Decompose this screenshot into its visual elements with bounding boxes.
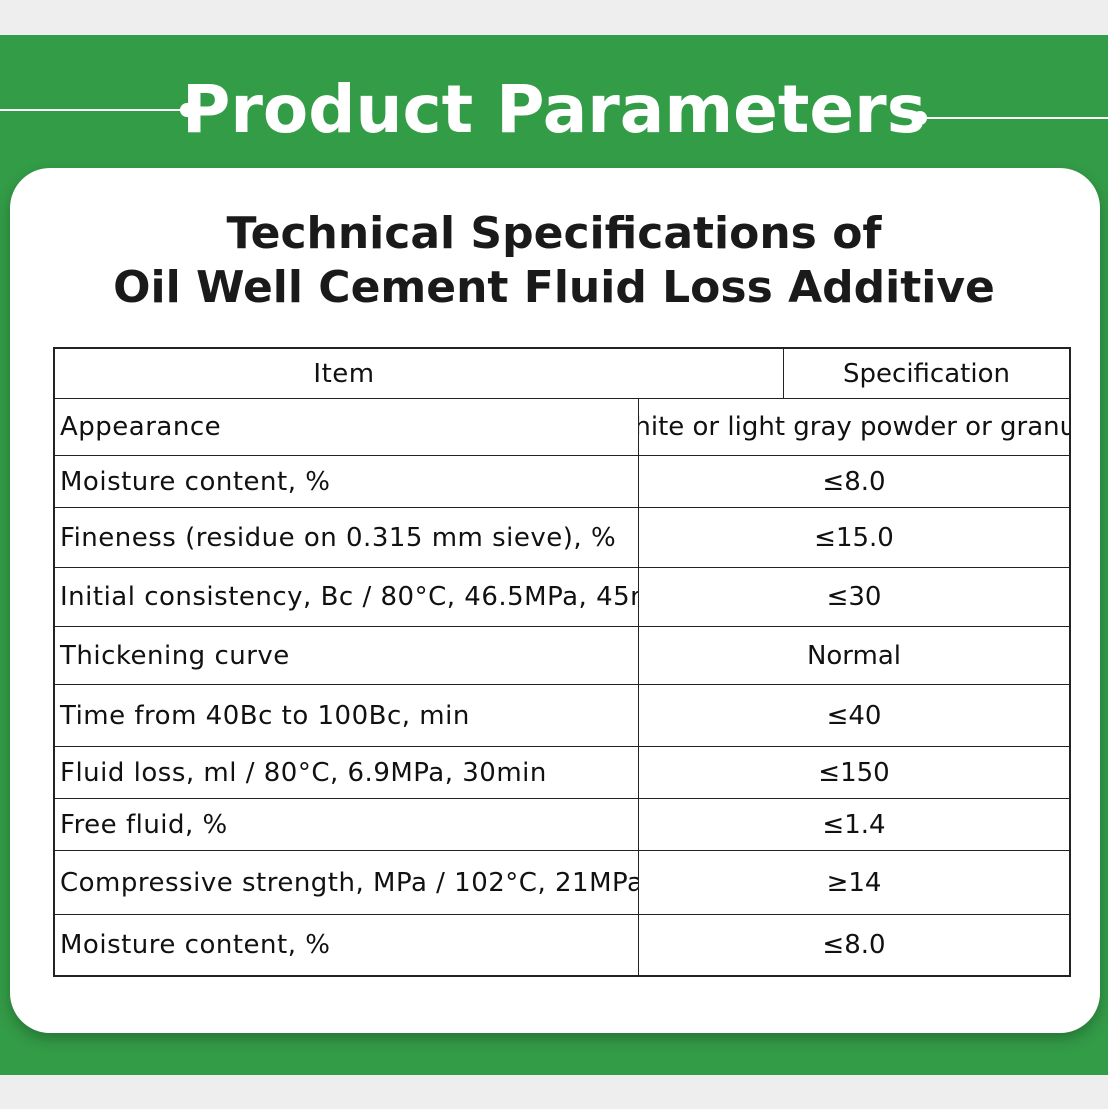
table-row: Fineness (residue on 0.315 mm sieve), % ≤… [55,507,1069,567]
dot [913,111,927,125]
table-cell: Initial consistency, Bc / 80°C, 46.5MPa,… [55,568,639,626]
table-row: Thickening curve Normal [55,626,1069,684]
table-cell: Appearance [55,399,639,455]
table-cell: ≤40 [826,700,882,731]
table-cell: Time from 40Bc to 100Bc, min [55,685,639,746]
table-cell: Moisture content, % [55,915,639,975]
table-cell: Fineness (residue on 0.315 mm sieve), % [55,508,639,567]
table-row: AppearanceWhite or light gray powder or … [55,398,1069,455]
divider [0,109,182,111]
page-title: Product Parameters [181,71,927,148]
table-cell: ≤8.0 [822,930,886,960]
dot [180,103,194,117]
table-row: Compressive strength, MPa / 102°C, 21MPa… [55,850,1069,914]
table-cell: Normal [806,640,902,671]
table-row: Moisture content, % ≤8.0 [55,914,1069,975]
table-cell: ≤8.0 [822,466,886,497]
table-row: Free fluid, % ≤1.4 [55,798,1069,850]
table-cell: ≤15.0 [814,522,894,553]
table-cell: White or light gray powder or granule [639,412,1069,442]
table-cell: ≤30 [826,582,882,612]
table-header: Item Specification [55,349,1069,398]
column-header: Specification [843,358,1010,389]
table-cell: ≤1.4 [822,809,886,840]
column-header: Item [55,349,784,398]
card-title: Oil Well Cement Fluid Loss Additive [113,262,995,313]
table-cell: ≤150 [818,757,890,788]
table-cell: Fluid loss, ml / 80°C, 6.9MPa, 30min [55,747,639,798]
card [10,168,1100,1033]
table-row: Time from 40Bc to 100Bc, min ≤40 [55,684,1069,746]
table-cell: Free fluid, % [55,799,639,850]
divider [922,117,1108,119]
table-row: Fluid loss, ml / 80°C, 6.9MPa, 30min ≤150 [55,746,1069,798]
table-cell: ≥14 [826,867,882,898]
table-cell: Thickening curve [55,627,639,684]
table-cell: Compressive strength, MPa / 102°C, 21MPa… [55,851,639,914]
table-cell: Moisture content, % [55,456,639,507]
table-row: Moisture content, % ≤8.0 [55,455,1069,507]
table-row: Initial consistency, Bc / 80°C, 46.5MPa,… [55,567,1069,626]
card-title: Technical Specifications of [226,208,882,259]
spec-table: Item Specification AppearanceWhite or ligh… [53,347,1071,977]
